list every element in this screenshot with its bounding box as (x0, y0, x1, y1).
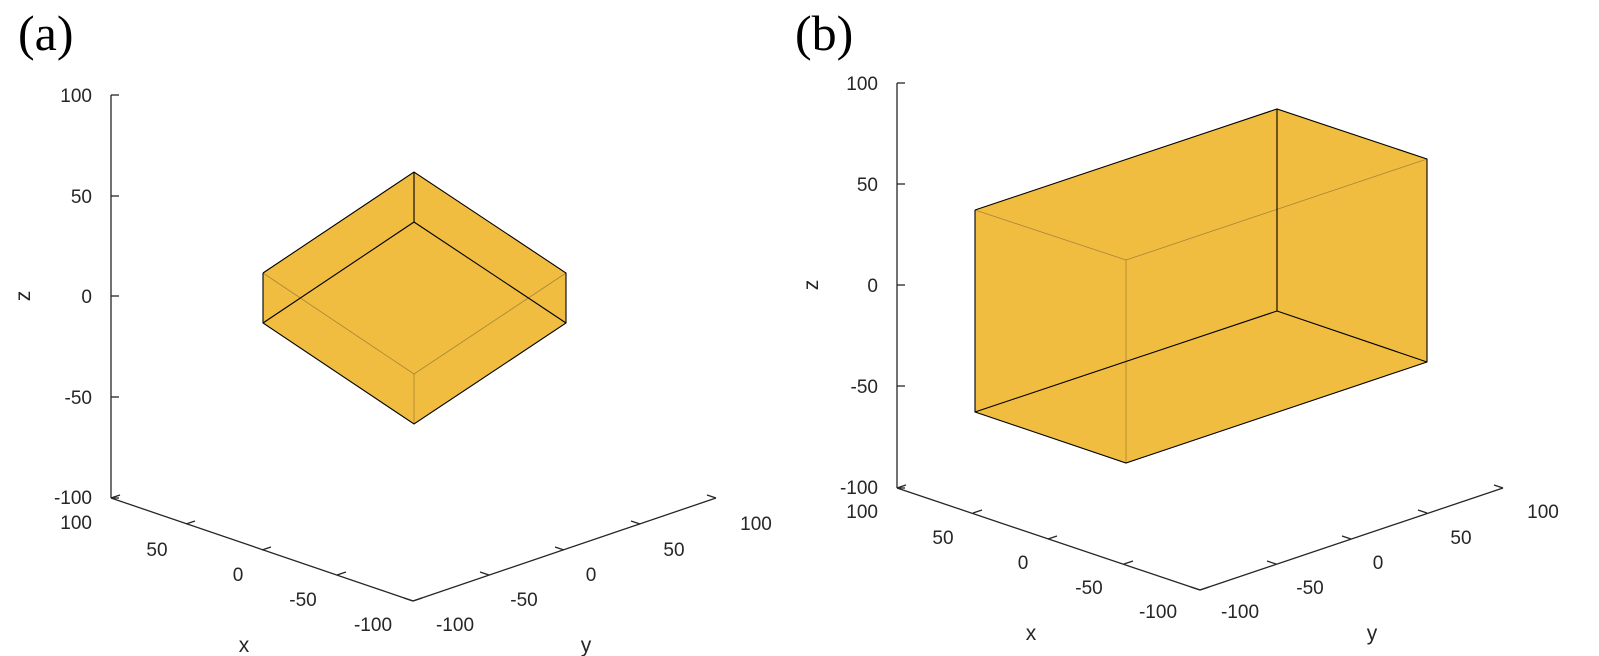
panel-a-box (262, 171, 567, 425)
panel-b-x-tick-label: 100 (846, 502, 878, 523)
panel-b-y-tick (1190, 586, 1201, 591)
panel-a-box-hidden-edge (262, 272, 415, 375)
panel-a-z-tick-label: 0 (81, 287, 92, 308)
panel-a-y-tick (479, 571, 490, 576)
panel-b-z-axis-label: z (800, 280, 823, 291)
panel-a-z-ticks (111, 94, 119, 499)
panel-a-box-edge (262, 221, 415, 324)
panel-b-x-tick-label: -100 (1139, 602, 1177, 623)
panel-a-box-hidden-edge (413, 272, 567, 375)
panel-a-y-tick-label: 50 (663, 540, 684, 561)
panel-b-box-top-face (975, 109, 1427, 260)
panel-b-box-hidden-edge (974, 209, 1127, 261)
panel-a-y-tick (630, 520, 641, 525)
panel-b-y-tick-label: -50 (1296, 578, 1323, 599)
panel-a-z-tick-label: -50 (65, 388, 92, 409)
panel-a-box-left-face (263, 273, 414, 424)
panel-a-y-tick-label: 100 (740, 514, 772, 535)
panel-a-x-tick-label: 50 (146, 540, 167, 561)
panel-b-z-ticks (897, 82, 905, 489)
panel-b-y-axis-label: y (1367, 622, 1378, 645)
panel-b-x-tick (1123, 560, 1134, 565)
panel-b-z-tick-label: 0 (867, 276, 878, 297)
panel-b-y-ticks (1190, 484, 1504, 591)
panel-b-y-tick (1266, 560, 1277, 565)
panel-b-z-tick-label: -50 (851, 377, 878, 398)
panel-a-x-axis-label: x (239, 634, 250, 656)
panel-b-x-tick (1047, 535, 1058, 540)
panel-a-x-tick (261, 546, 272, 551)
panel-b-x-tick-label: 0 (1018, 553, 1029, 574)
panel-b-box-edge (1276, 310, 1428, 363)
panel-a-y-tick (403, 597, 414, 602)
panel-a-x-tick-label: -100 (354, 615, 392, 636)
panel-b-label: (b) (795, 5, 853, 61)
panel-a-y-tick-label: 0 (586, 565, 597, 586)
panel-b-y-tick-label: 50 (1450, 528, 1471, 549)
panel-b-z-tick-label: 50 (857, 175, 878, 196)
panel-b-x-tick-label: -50 (1075, 578, 1102, 599)
panel-a-x-tick-label: 100 (60, 513, 92, 534)
panel-a-box-right-face (414, 273, 566, 424)
panel-b-z-tick-label: -100 (840, 478, 878, 499)
panel-a-z-tick-label: 50 (71, 187, 92, 208)
panel-a-y-tick (554, 546, 565, 551)
panel-b-x-tick (972, 509, 983, 514)
panel-a-x-tick (185, 520, 196, 525)
panel-a-x-tick-label: -50 (289, 590, 316, 611)
panel-a-x-tick-label: 0 (233, 565, 244, 586)
panel-b-box-edge (974, 310, 1278, 413)
panel-a-y-axis-label: y (581, 634, 592, 656)
panel-a-x-tick (110, 494, 121, 499)
panel-b-x-axis-label: x (1026, 622, 1037, 645)
panel-a-x-tick (336, 571, 347, 576)
panel-a-z-axis-label: z (12, 291, 35, 302)
panel-a-y-tick (706, 494, 717, 499)
panel-b-y-tick (1493, 484, 1504, 489)
panel-a-z-tick-label: 100 (60, 86, 92, 107)
panel-a-y-axis (412, 497, 717, 602)
panel-a-z-tick-label: -100 (54, 488, 92, 509)
panel-b-y-axis (1199, 487, 1504, 591)
panel-b-y-tick-label: 100 (1527, 502, 1559, 523)
panel-b-x-tick (896, 484, 907, 489)
panel-a-y-ticks (403, 494, 717, 602)
panel-a-box-edge (413, 221, 567, 324)
panel-b-y-tick (1341, 535, 1352, 540)
panel-b-box (974, 108, 1428, 464)
panel-b: (b) 100 50 0 -50 -100 z 100 50 0 -50 -10… (795, 5, 1559, 645)
panel-b-y-tick (1417, 509, 1428, 514)
panel-b-x-tick-label: 50 (932, 528, 953, 549)
panel-a: (a) 100 50 0 -50 -100 z 100 50 0 -50 -10… (12, 5, 772, 656)
panel-a-label: (a) (18, 5, 74, 61)
panel-b-y-tick-label: 0 (1373, 553, 1384, 574)
panel-b-z-tick-label: 100 (846, 74, 878, 95)
panel-a-y-tick-label: -100 (436, 615, 474, 636)
panel-a-y-tick-label: -50 (510, 590, 537, 611)
panel-b-y-tick-label: -100 (1221, 602, 1259, 623)
